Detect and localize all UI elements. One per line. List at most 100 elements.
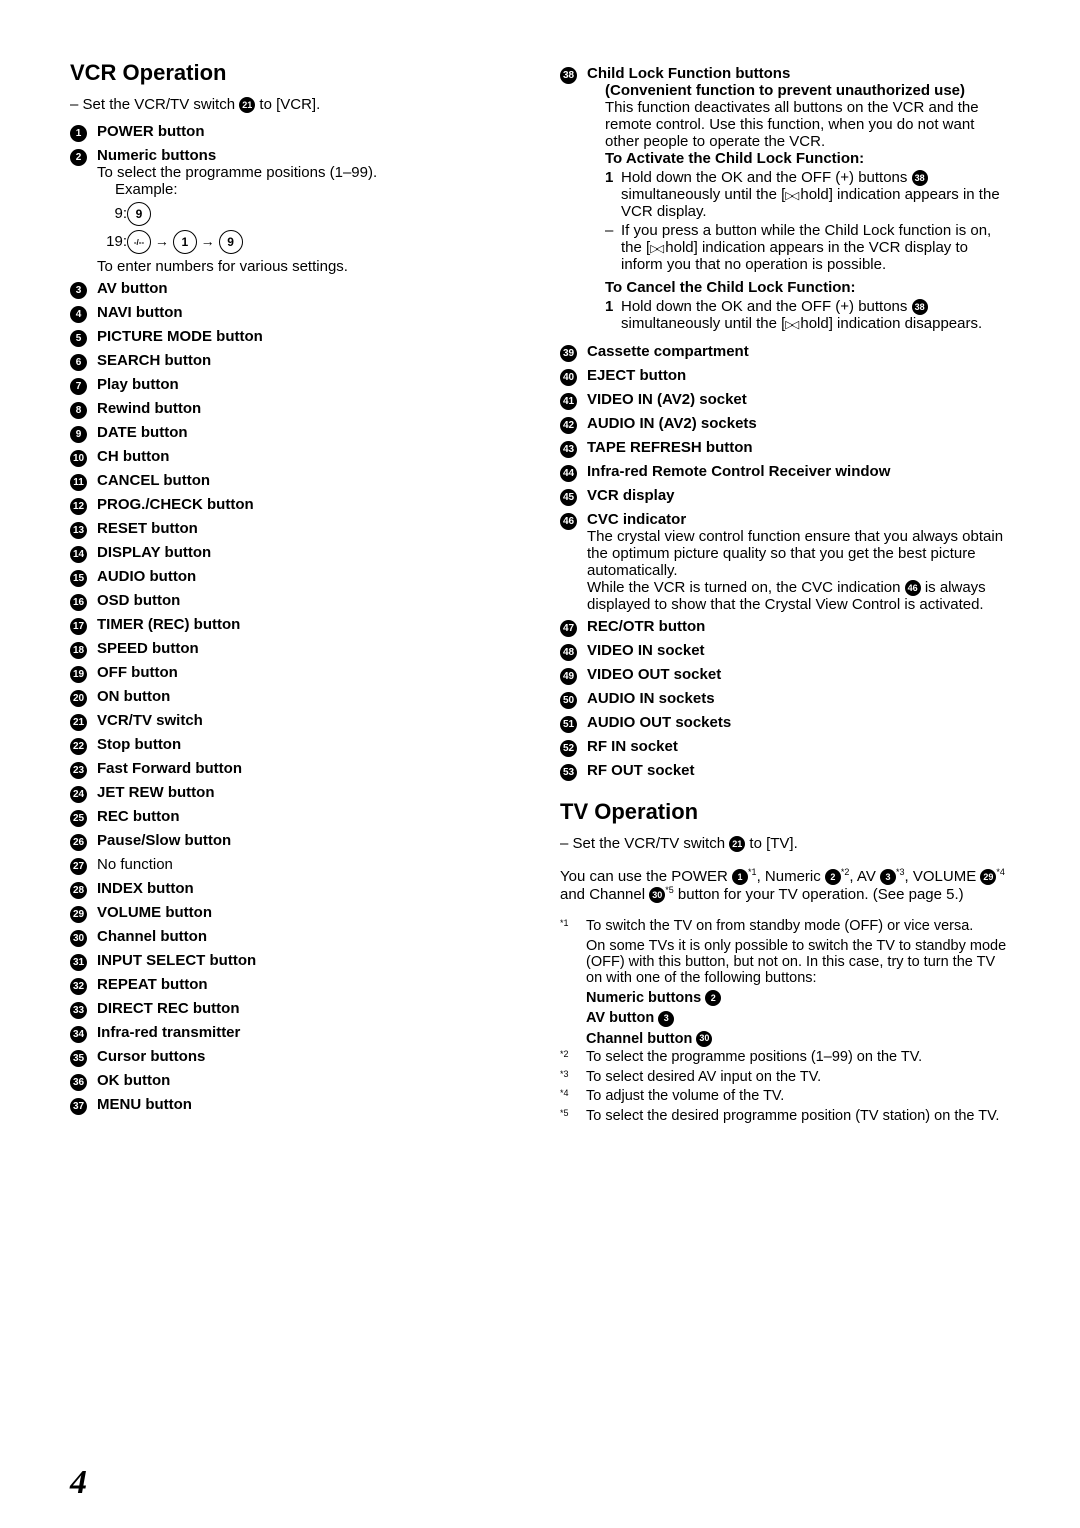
item-title: VCR display	[587, 487, 675, 504]
num-badge: 44	[560, 465, 577, 482]
item-title: RF IN socket	[587, 738, 678, 755]
list-item: 50 AUDIO IN sockets	[560, 690, 1010, 709]
item-title: DATE button	[97, 424, 188, 441]
tv-section-title: TV Operation	[560, 799, 1010, 825]
num-badge: 4	[70, 306, 87, 323]
list-item: 52 RF IN socket	[560, 738, 1010, 757]
list-item: 17 TIMER (REC) button	[70, 616, 520, 635]
footnote: *1To switch the TV on from standby mode …	[560, 918, 1010, 1047]
num-badge: 11	[70, 474, 87, 491]
hold-icon	[650, 239, 661, 256]
num-badge: 39	[560, 345, 577, 362]
num-badge: 50	[560, 692, 577, 709]
item-title: CH button	[97, 448, 169, 465]
num-badge: 38	[560, 67, 577, 84]
num-badge: 32	[70, 978, 87, 995]
list-item: 45VCR display	[560, 487, 1010, 506]
item-title: INPUT SELECT button	[97, 952, 256, 969]
num-badge: 43	[560, 441, 577, 458]
item-title: VIDEO IN socket	[587, 642, 705, 659]
list-item: 19OFF button	[70, 664, 520, 683]
num-badge: 12	[70, 498, 87, 515]
ref-badge: 46	[905, 580, 921, 596]
footnote: *2To select the programme positions (1–9…	[560, 1049, 1010, 1067]
num-badge: 34	[70, 1026, 87, 1043]
cvc-item: 46 CVC indicator The crystal view contro…	[560, 511, 1010, 613]
item-title: Rewind button	[97, 400, 201, 417]
list-item: 35 Cursor buttons	[70, 1048, 520, 1067]
left-column: VCR Operation – Set the VCR/TV switch 21…	[70, 60, 520, 1134]
num-badge: 3	[70, 282, 87, 299]
list-item: 10CH button	[70, 448, 520, 467]
key-icon: -/--	[127, 230, 151, 254]
num-badge: 41	[560, 393, 577, 410]
item-title: REPEAT button	[97, 976, 208, 993]
right-item-list-1: 39Cassette compartment40EJECT button41VI…	[560, 343, 1010, 506]
footnote-bullet: AV button 3	[586, 1010, 1010, 1026]
item-title: TAPE REFRESH button	[587, 439, 753, 456]
right-item-list-2: 47REC/OTR button48VIDEO IN socket49VIDEO…	[560, 618, 1010, 781]
item-title: VCR/TV switch	[97, 712, 203, 729]
ref-badge: 2	[705, 990, 721, 1006]
item-title: JET REW button	[97, 784, 214, 801]
num-badge: 33	[70, 1002, 87, 1019]
list-item: 22Stop button	[70, 736, 520, 755]
list-item: 34Infra-red transmitter	[70, 1024, 520, 1043]
item-title: MENU button	[97, 1096, 192, 1113]
item-title: AUDIO IN sockets	[587, 690, 715, 707]
num-badge: 1	[70, 125, 87, 142]
item-title: No function	[97, 856, 173, 873]
item-title: OK button	[97, 1072, 170, 1089]
item-title: POWER button	[97, 123, 204, 140]
example-row: 19: -/-- → 1 → 9	[97, 230, 520, 254]
list-item: 31 INPUT SELECT button	[70, 952, 520, 971]
cvc-title: CVC indicator	[587, 511, 686, 528]
list-item: 28INDEX button	[70, 880, 520, 899]
item-title: SEARCH button	[97, 352, 211, 369]
num-badge: 36	[70, 1074, 87, 1091]
list-item: 14DISPLAY button	[70, 544, 520, 563]
item-title: DIRECT REC button	[97, 1000, 239, 1017]
ref-badge: 38	[912, 170, 928, 186]
list-item: 47REC/OTR button	[560, 618, 1010, 637]
child-lock-subhead: (Convenient function to prevent unauthor…	[605, 82, 965, 99]
num-badge: 15	[70, 570, 87, 587]
num-badge: 52	[560, 740, 577, 757]
list-item: 29VOLUME button	[70, 904, 520, 923]
page-number: 4	[70, 1464, 87, 1502]
list-item: 24JET REW button	[70, 784, 520, 803]
item-desc: To select the programme positions (1–99)…	[97, 164, 520, 181]
num-badge: 35	[70, 1050, 87, 1067]
item-title: Pause/Slow button	[97, 832, 231, 849]
num-badge: 47	[560, 620, 577, 637]
list-item: 53RF OUT socket	[560, 762, 1010, 781]
tv-setline: – Set the VCR/TV switch 21 to [TV].	[560, 835, 1010, 852]
list-item: 44Infra-red Remote Control Receiver wind…	[560, 463, 1010, 482]
num-badge: 28	[70, 882, 87, 899]
item-title: AUDIO OUT sockets	[587, 714, 731, 731]
footnote-bullet: Numeric buttons 2	[586, 990, 1010, 1006]
num-badge: 7	[70, 378, 87, 395]
item-title: CANCEL button	[97, 472, 210, 489]
vcr-setline: – Set the VCR/TV switch 21 to [VCR].	[70, 96, 520, 113]
footnote: *3To select desired AV input on the TV.	[560, 1069, 1010, 1087]
num-badge: 53	[560, 764, 577, 781]
item-title: VOLUME button	[97, 904, 212, 921]
num-badge: 31	[70, 954, 87, 971]
ref-badge: 38	[912, 299, 928, 315]
item-title: TIMER (REC) button	[97, 616, 240, 633]
list-item: 5PICTURE MODE button	[70, 328, 520, 347]
list-item: 9DATE button	[70, 424, 520, 443]
list-item: 43 TAPE REFRESH button	[560, 439, 1010, 458]
list-item: 6 SEARCH button	[70, 352, 520, 371]
num-badge: 6	[70, 354, 87, 371]
ref-badge: 3	[658, 1011, 674, 1027]
item-title: Cursor buttons	[97, 1048, 205, 1065]
key-icon: 1	[173, 230, 197, 254]
num-badge: 8	[70, 402, 87, 419]
item-title: Stop button	[97, 736, 181, 753]
item-title: AUDIO IN (AV2) sockets	[587, 415, 757, 432]
num-badge: 23	[70, 762, 87, 779]
num-badge: 37	[70, 1098, 87, 1115]
num-badge: 17	[70, 618, 87, 635]
